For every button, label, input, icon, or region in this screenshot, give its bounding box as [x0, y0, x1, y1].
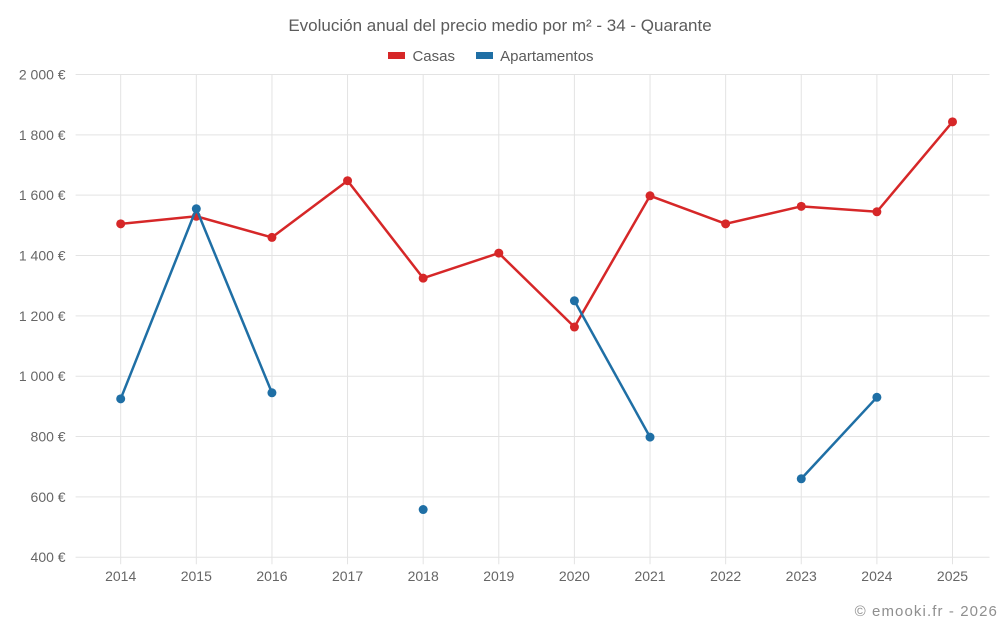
svg-text:400 €: 400 € — [31, 549, 66, 565]
svg-text:600 €: 600 € — [31, 489, 66, 505]
svg-text:2023: 2023 — [786, 568, 817, 584]
svg-text:1 600 €: 1 600 € — [19, 187, 66, 203]
svg-text:2022: 2022 — [710, 568, 741, 584]
svg-text:1 200 €: 1 200 € — [19, 308, 66, 324]
svg-text:1 000 €: 1 000 € — [19, 368, 66, 384]
svg-text:2 000 €: 2 000 € — [19, 67, 66, 83]
svg-text:2015: 2015 — [181, 568, 212, 584]
svg-text:1 800 €: 1 800 € — [19, 127, 66, 143]
svg-text:2017: 2017 — [332, 568, 363, 584]
svg-text:2021: 2021 — [634, 568, 665, 584]
svg-text:2014: 2014 — [105, 568, 136, 584]
svg-text:2025: 2025 — [937, 568, 968, 584]
svg-text:2018: 2018 — [408, 568, 439, 584]
svg-text:800 €: 800 € — [31, 429, 66, 445]
svg-text:1 400 €: 1 400 € — [19, 248, 66, 264]
svg-text:2019: 2019 — [483, 568, 514, 584]
svg-text:2016: 2016 — [256, 568, 287, 584]
svg-text:2020: 2020 — [559, 568, 590, 584]
svg-text:2024: 2024 — [861, 568, 892, 584]
